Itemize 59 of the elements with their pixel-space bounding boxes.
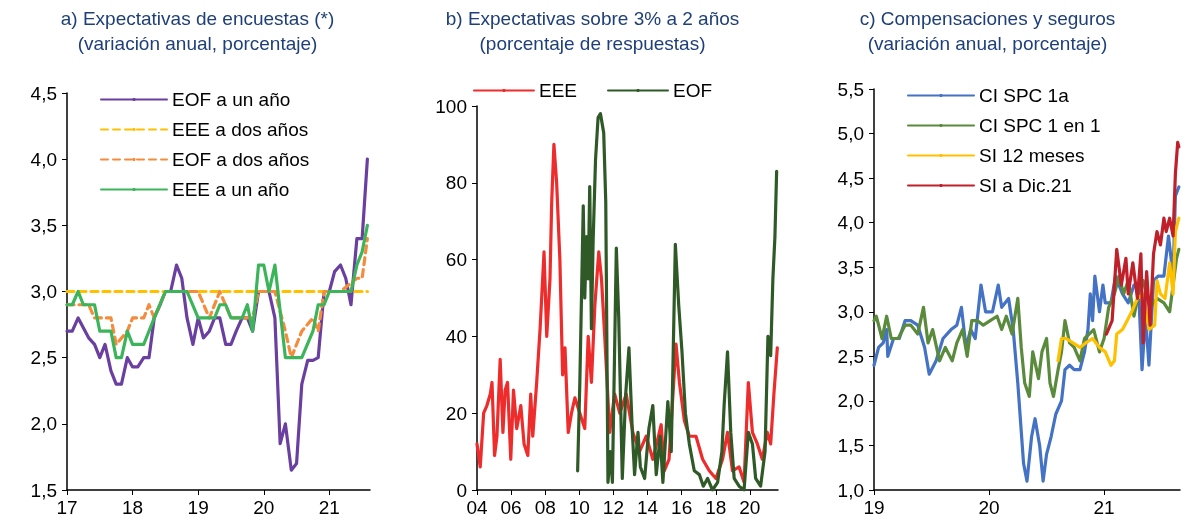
legend-label: EOF	[672, 80, 713, 101]
chart-subtitle: (variación anual, porcentaje)	[867, 33, 1108, 54]
x-tick-label: 19	[187, 497, 209, 518]
y-tick-label: 80	[445, 172, 467, 194]
y-tick-label: 1,5	[30, 479, 57, 501]
x-tick-label: 21	[318, 497, 340, 518]
x-tick-label: 04	[466, 497, 488, 518]
y-tick-label: 4,5	[837, 167, 864, 189]
y-tick-label: 60	[445, 249, 467, 271]
x-tick-label: 18	[705, 497, 727, 518]
legend-label: EEE a un año	[172, 179, 290, 200]
y-tick-label: 3,0	[837, 301, 864, 323]
x-tick-label: 10	[568, 497, 590, 518]
chart-title: a) Expectativas de encuestas (*)	[60, 8, 335, 29]
y-tick-label: 2,5	[837, 345, 864, 367]
x-tick-label: 21	[1093, 497, 1115, 518]
y-tick-label: 40	[445, 325, 467, 347]
line-series	[1056, 216, 1181, 367]
x-tick-label: 19	[863, 497, 885, 518]
x-tick-label: 20	[978, 497, 1000, 518]
y-tick-label: 4,0	[837, 212, 864, 234]
legend-label: EOF a un año	[172, 89, 291, 110]
legend-label: CI SPC 1a	[979, 85, 1070, 106]
x-tick-label: 20	[739, 497, 761, 518]
chart-subtitle: (variación anual, porcentaje)	[77, 33, 318, 54]
legend-label: SI a Dic.21	[979, 175, 1072, 196]
chart-title: b) Expectativas sobre 3% a 2 años	[445, 8, 740, 29]
y-tick-label: 2,0	[30, 413, 57, 435]
x-tick-label: 20	[253, 497, 275, 518]
chart-title: c) Compensaciones y seguros	[859, 8, 1116, 29]
x-tick-label: 14	[636, 497, 659, 518]
chart-subtitle: (porcentaje de respuestas)	[479, 33, 706, 54]
y-tick-label: 20	[445, 402, 467, 424]
y-tick-label: 4,0	[30, 148, 57, 170]
legend-label: SI 12 meses	[979, 145, 1085, 166]
legend-label: CI SPC 1 en 1	[979, 115, 1101, 136]
x-tick-label: 08	[534, 497, 556, 518]
legend-label: EEE a dos años	[172, 119, 309, 140]
legend-label: EOF a dos años	[172, 149, 310, 170]
y-tick-label: 1,0	[837, 479, 864, 501]
x-tick-label: 16	[671, 497, 693, 518]
y-tick-label: 5,0	[837, 123, 864, 145]
x-tick-label: 12	[602, 497, 624, 518]
legend-label: EEE	[538, 80, 577, 101]
y-tick-label: 5,5	[837, 78, 864, 100]
y-tick-label: 100	[435, 95, 467, 117]
y-tick-label: 4,5	[30, 82, 57, 104]
y-tick-label: 3,5	[837, 256, 864, 278]
y-tick-label: 2,5	[30, 347, 57, 369]
x-tick-label: 18	[122, 497, 144, 518]
x-tick-label: 17	[56, 497, 78, 518]
x-tick-label: 06	[500, 497, 522, 518]
y-tick-label: 1,5	[837, 434, 864, 456]
line-series	[576, 112, 779, 492]
y-tick-label: 2,0	[837, 390, 864, 412]
y-tick-label: 3,5	[30, 214, 57, 236]
y-tick-label: 3,0	[30, 281, 57, 302]
line-series	[1104, 140, 1181, 345]
y-tick-label: 0	[456, 479, 467, 501]
